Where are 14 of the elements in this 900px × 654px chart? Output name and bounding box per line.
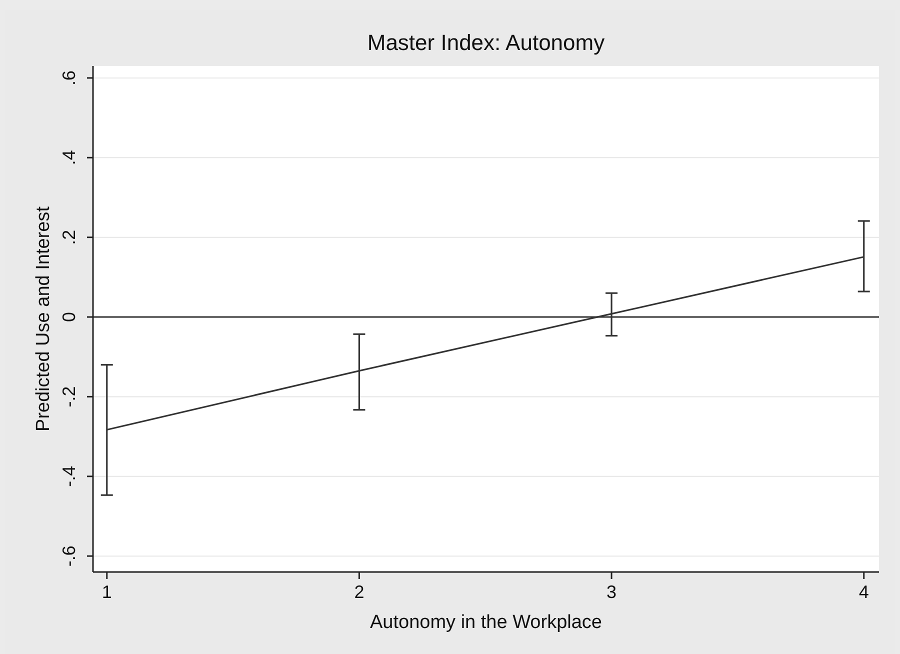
y-tick-label: -.2 <box>59 386 79 408</box>
x-tick-label: 3 <box>606 582 617 602</box>
y-tick-label: .4 <box>59 150 79 166</box>
y-tick-label: -.4 <box>59 466 79 487</box>
x-tick-label: 2 <box>354 582 364 602</box>
y-axis-title: Predicted Use and Interest <box>33 206 54 432</box>
y-tick-label: .6 <box>59 70 79 86</box>
x-axis-title: Autonomy in the Workplace <box>370 612 602 633</box>
chart-title: Master Index: Autonomy <box>367 30 605 55</box>
x-tick-label: 1 <box>102 582 112 602</box>
y-tick-label: .2 <box>59 230 79 245</box>
x-tick-label: 4 <box>858 582 869 602</box>
y-tick-label: -.6 <box>59 546 79 567</box>
y-tick-label: 0 <box>59 312 79 322</box>
